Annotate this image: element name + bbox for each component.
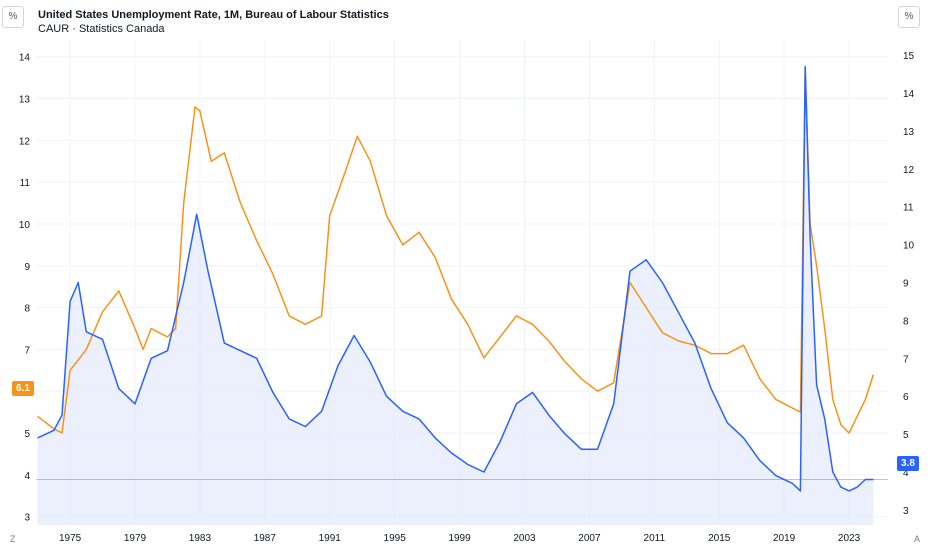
x-tick-label: 2023: [838, 533, 861, 544]
x-tick-label: 2015: [708, 533, 731, 544]
us-area-fill: [37, 66, 874, 525]
left-tick-label: 3: [24, 513, 30, 524]
right-tick-label: 12: [903, 165, 915, 176]
right-tick-label: 11: [903, 203, 914, 214]
right-tick-label: 9: [903, 279, 909, 290]
right-tick-label: 15: [903, 51, 915, 62]
chart-subtitle: CAUR · Statistics Canada: [38, 23, 165, 35]
left-tick-label: 10: [19, 220, 31, 231]
x-tick-label: 2003: [513, 533, 536, 544]
right-tick-label: 13: [903, 127, 915, 138]
left-tick-label: 13: [19, 95, 31, 106]
left-tick-label: 14: [19, 53, 31, 64]
x-tick-label: 1987: [254, 533, 277, 544]
left-tick-label: 4: [24, 471, 30, 482]
left-tick-label: 11: [20, 178, 31, 189]
right-tick-label: 10: [903, 241, 915, 252]
right-corner-label: A: [913, 534, 920, 544]
x-tick-label: 2007: [578, 533, 601, 544]
us-area: [37, 66, 874, 525]
left-tick-label: 9: [24, 262, 30, 273]
right-tick-label: 6: [903, 392, 909, 403]
x-tick-label: 1999: [448, 533, 471, 544]
x-tick-label: 2011: [644, 533, 666, 544]
x-tick-label: 1995: [384, 533, 407, 544]
x-tick-label: 1991: [319, 533, 342, 544]
ca-last-value-badge: 6.1: [12, 381, 34, 396]
right-tick-label: 5: [903, 430, 909, 441]
left-tick-label: 5: [24, 429, 30, 440]
left-tick-label: 7: [24, 345, 30, 356]
series-lines: [37, 65, 875, 492]
right-tick-label: 14: [903, 89, 915, 100]
x-tick-label: 1979: [124, 533, 147, 544]
right-tick-label: 8: [903, 316, 909, 327]
x-tick-label: 2019: [773, 533, 796, 544]
x-tick-label: 1975: [59, 533, 82, 544]
right-tick-label: 4: [903, 468, 909, 479]
chart-title: United States Unemployment Rate, 1M, Bur…: [38, 9, 389, 21]
right-tick-label: 7: [903, 354, 909, 365]
left-unit-button[interactable]: %: [2, 6, 24, 28]
left-tick-label: 8: [24, 304, 30, 315]
right-tick-label: 3: [903, 506, 909, 517]
us-last-value-badge: 3.8: [897, 456, 919, 471]
right-unit-button[interactable]: %: [898, 6, 920, 28]
right-y-axis: 3 4 5 6 7 8 9 10 11 12 13 14 15: [903, 51, 915, 517]
x-axis: 1975 1979 1983 1987 1991 1995 1999 2003 2007 2011…: [59, 533, 861, 544]
left-corner-label: Z: [10, 534, 16, 544]
left-tick-label: 12: [19, 136, 31, 147]
x-tick-label: 1983: [189, 533, 212, 544]
chart-header: United States Unemployment Rate, 1M, Bur…: [38, 8, 389, 36]
